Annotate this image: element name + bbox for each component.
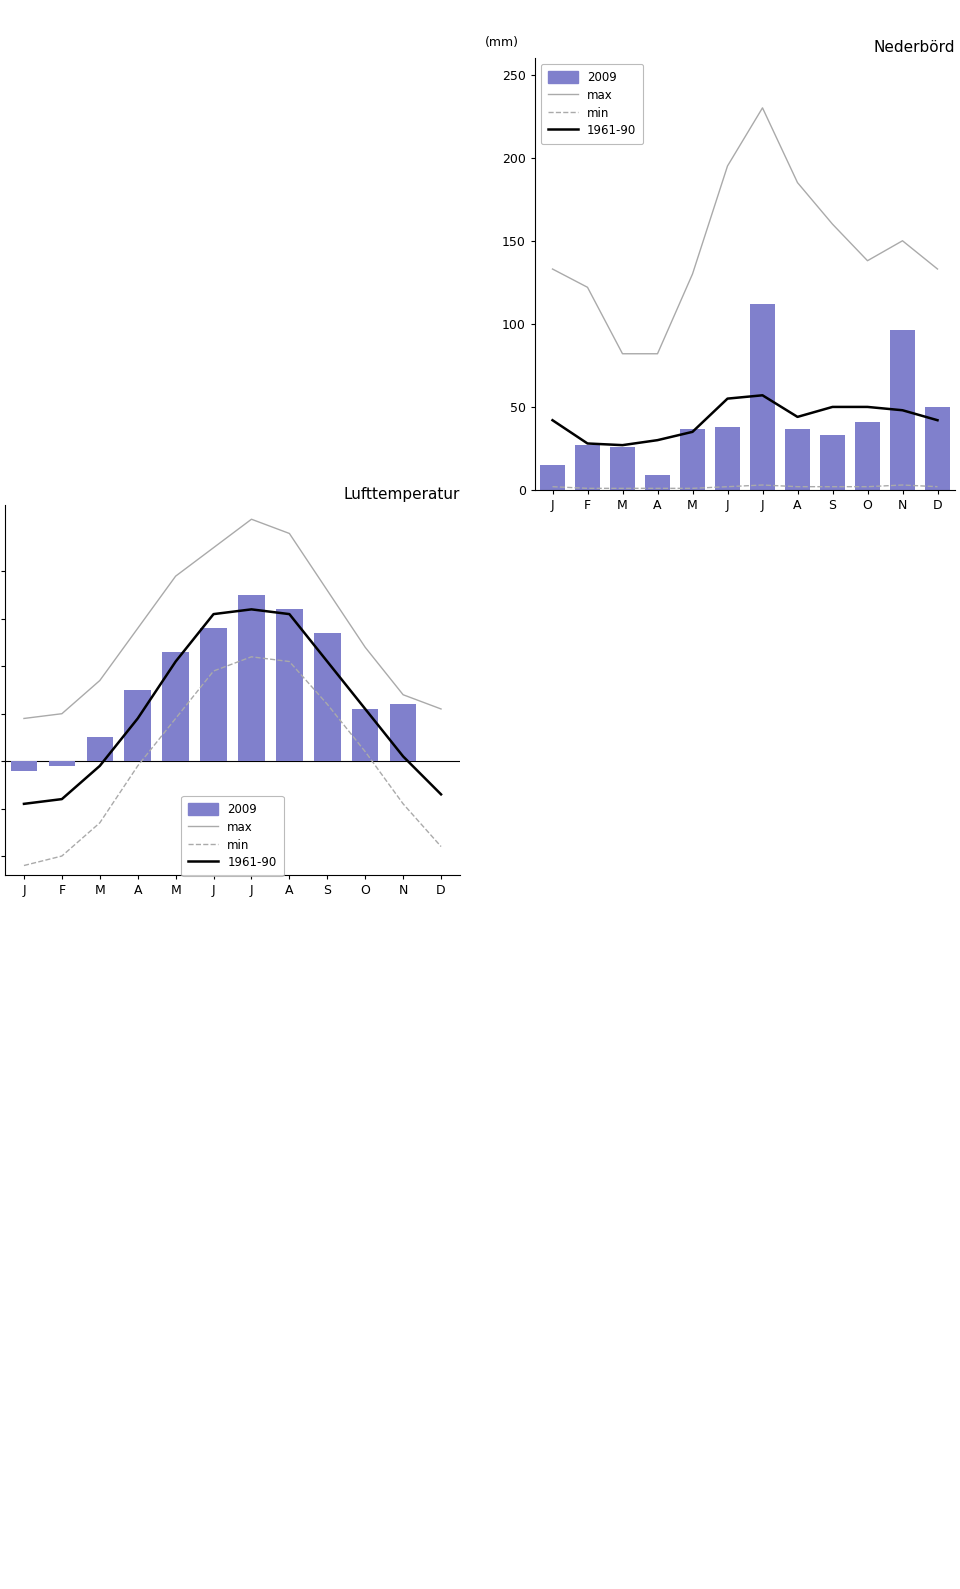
Bar [49, 761, 75, 766]
Text: Lufttemperatur: Lufttemperatur [344, 488, 460, 502]
Bar [162, 651, 189, 761]
Bar [390, 704, 417, 761]
Bar [890, 331, 915, 489]
Bar [820, 435, 845, 489]
Bar [575, 445, 600, 489]
Bar [125, 690, 151, 761]
Bar [238, 596, 265, 761]
Bar [276, 609, 302, 761]
Bar [540, 466, 564, 489]
Text: (mm): (mm) [485, 37, 518, 49]
Bar [86, 737, 113, 761]
Bar [314, 632, 341, 761]
Legend: 2009, max, min, 1961-90: 2009, max, min, 1961-90 [181, 796, 284, 877]
Legend: 2009, max, min, 1961-90: 2009, max, min, 1961-90 [540, 64, 643, 145]
Bar [611, 447, 635, 489]
Bar [201, 628, 227, 761]
Bar [352, 709, 378, 761]
Text: Nederbörd: Nederbörd [874, 40, 955, 56]
Bar [11, 761, 37, 771]
Bar [785, 429, 809, 489]
Bar [681, 429, 705, 489]
Bar [751, 303, 775, 489]
Bar [645, 475, 670, 489]
Bar [925, 407, 949, 489]
Bar [715, 427, 740, 489]
Bar [855, 421, 879, 489]
